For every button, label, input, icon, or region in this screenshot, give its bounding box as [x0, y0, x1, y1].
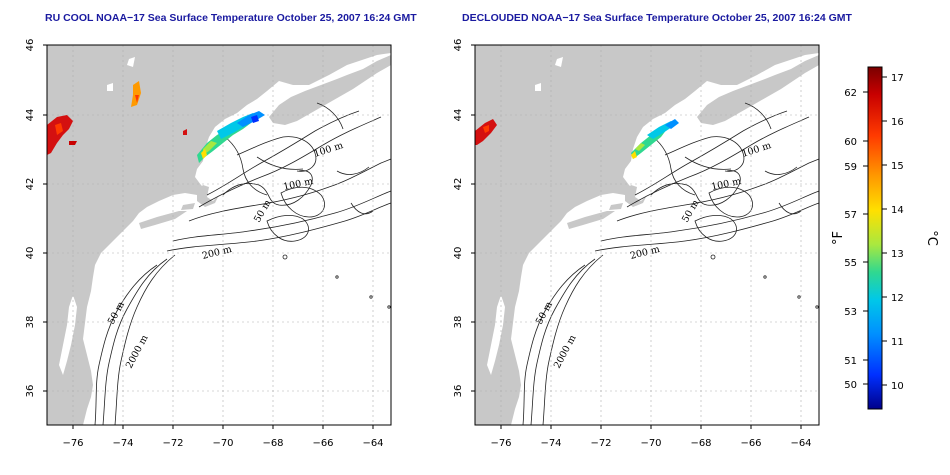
map-left-frame — [46, 44, 392, 426]
map-left-lon-tick: −66 — [312, 438, 333, 449]
map-right-lat-tick: 42 — [453, 178, 464, 191]
map-right-lon-tick: −70 — [640, 438, 661, 449]
colorbar-f-tick: 57 — [844, 210, 857, 221]
map-left-lat-tick: 36 — [25, 385, 36, 398]
colorbar-f-tick: 59 — [844, 162, 857, 173]
map-left-plot: 100 m 100 m 50 m 200 m 50 m 2000 m — [46, 44, 392, 426]
map-right-sst-overlay — [475, 119, 679, 159]
map-left-sst-overlay — [47, 81, 265, 163]
map-right-lon-tick: −74 — [540, 438, 561, 449]
colorbar-c-tick: 10 — [891, 381, 904, 392]
colorbar-scale — [867, 66, 883, 410]
map-right-lat-tick: 46 — [453, 39, 464, 52]
colorbar-f-tick: 60 — [844, 137, 857, 148]
map-left-lon-tick: −70 — [212, 438, 233, 449]
map-right-lon-tick: −64 — [790, 438, 811, 449]
map-left-lat-tick: 44 — [25, 109, 36, 122]
map-left: RU COOL NOAA−17 Sea Surface Temperature … — [25, 12, 417, 449]
map-right-lat-tick: 44 — [453, 109, 464, 122]
map-left-title: RU COOL NOAA−17 Sea Surface Temperature … — [45, 12, 417, 24]
map-right-lon-tick: −68 — [690, 438, 711, 449]
map-left-lat-tick: 38 — [25, 316, 36, 329]
map-right-basemap — [474, 44, 820, 426]
map-left-lon-tick: −76 — [62, 438, 83, 449]
colorbar-c-tick: 14 — [891, 205, 904, 216]
colorbar-c-tick: 12 — [891, 293, 904, 304]
map-left-basemap — [46, 44, 392, 426]
map-left-lon-tick: −64 — [362, 438, 383, 449]
colorbar-f-tick: 55 — [844, 258, 857, 269]
colorbar-fahrenheit-label: °F — [831, 231, 846, 245]
colorbar: 62 60 59 57 55 53 51 50 17 16 15 14 13 1… — [831, 66, 939, 410]
map-left-lat-tick: 42 — [25, 178, 36, 191]
colorbar-f-tick: 50 — [844, 380, 857, 391]
map-left-lon-tick: −72 — [162, 438, 183, 449]
map-right-frame — [474, 44, 820, 426]
map-left-lat-tick: 40 — [25, 247, 36, 260]
map-right-lat-tick: 40 — [453, 247, 464, 260]
map-right-plot: 100 m 100 m 50 m 200 m 50 m 2000 m — [474, 44, 820, 426]
colorbar-f-tick: 53 — [844, 307, 857, 318]
colorbar-celsius-label: °C — [924, 230, 939, 246]
map-left-lon-tick: −74 — [112, 438, 133, 449]
colorbar-f-tick: 62 — [844, 88, 857, 99]
colorbar-c-tick: 15 — [891, 161, 904, 172]
colorbar-c-tick: 16 — [891, 117, 904, 128]
map-right-lon-tick: −76 — [490, 438, 511, 449]
map-left-lat-tick: 46 — [25, 39, 36, 52]
map-left-lon-tick: −68 — [262, 438, 283, 449]
map-right-lon-tick: −66 — [740, 438, 761, 449]
colorbar-f-tick: 51 — [844, 356, 857, 367]
map-right: DECLOUDED NOAA−17 Sea Surface Temperatur… — [453, 12, 852, 449]
map-right-lon-tick: −72 — [590, 438, 611, 449]
map-right-lat-tick: 38 — [453, 316, 464, 329]
colorbar-c-tick: 13 — [891, 249, 904, 260]
map-right-lat-tick: 36 — [453, 385, 464, 398]
colorbar-c-tick: 17 — [891, 73, 904, 84]
colorbar-c-tick: 11 — [891, 337, 904, 348]
map-right-title: DECLOUDED NOAA−17 Sea Surface Temperatur… — [462, 12, 852, 24]
